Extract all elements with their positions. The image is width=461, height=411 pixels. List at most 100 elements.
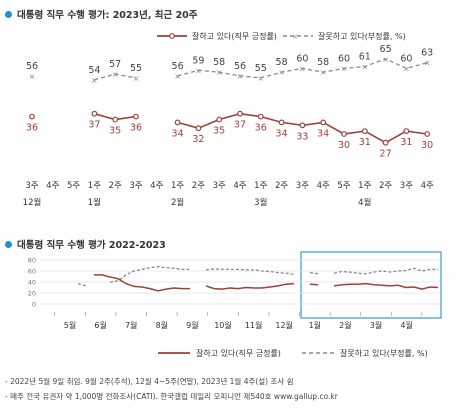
disapprove-point: × bbox=[257, 74, 264, 83]
disapprove-data-label: 56 bbox=[234, 61, 246, 72]
month-label: 4월 bbox=[400, 320, 412, 330]
disapprove-series-line bbox=[94, 58, 428, 81]
x-tick-label: 3주 bbox=[213, 181, 226, 191]
bullet-icon bbox=[5, 10, 12, 18]
disapprove-point: × bbox=[403, 64, 410, 73]
disapprove-point: × bbox=[341, 64, 348, 73]
y-tick-label: 80 bbox=[28, 257, 36, 265]
disapprove-series-line bbox=[77, 265, 438, 287]
disapprove-data-label: 55 bbox=[255, 63, 267, 74]
approve-data-label: 35 bbox=[109, 126, 121, 137]
x-tick-label: 4주 bbox=[317, 181, 330, 191]
approve-data-label: 37 bbox=[234, 120, 246, 131]
approve-data-label: 31 bbox=[400, 137, 412, 148]
disapprove-data-label: 57 bbox=[109, 59, 121, 70]
chart1-svg: 잘하고 있다(직무 긍정률) × 잘못하고 있다(부정률, %) 36 37 35 36 34… bbox=[23, 31, 434, 208]
month-label: 11월 bbox=[245, 320, 263, 330]
disapprove-point: × bbox=[216, 68, 223, 77]
disapprove-point: × bbox=[237, 72, 244, 81]
approve-data-label: 36 bbox=[26, 123, 38, 134]
approve-point bbox=[29, 113, 35, 120]
x-tick-label: 4주 bbox=[421, 181, 434, 191]
x-tick-label: 3주 bbox=[296, 181, 309, 191]
legend-approve-label: 잘하고 있다(직무 긍정률) bbox=[196, 348, 281, 358]
approve-data-label: 31 bbox=[359, 137, 371, 148]
approve-point bbox=[320, 119, 327, 126]
disapprove-data-label: 59 bbox=[192, 55, 204, 66]
disapprove-data-label: 58 bbox=[276, 57, 288, 68]
approve-data-label: 36 bbox=[130, 123, 142, 134]
disapprove-point: × bbox=[424, 59, 431, 68]
disapprove-data-label: 60 bbox=[400, 53, 412, 64]
x-tick-label: 2주 bbox=[379, 181, 392, 191]
approve-data-label: 34 bbox=[276, 128, 288, 139]
disapprove-data-label: 56 bbox=[172, 61, 184, 72]
legend-disapprove-label: 잘못하고 있다(부정률, %) bbox=[318, 31, 406, 41]
disapprove-data-label: 60 bbox=[296, 53, 308, 64]
disapprove-point: × bbox=[382, 55, 389, 64]
approve-point bbox=[299, 122, 306, 129]
approve-point bbox=[174, 119, 181, 126]
disapprove-point: × bbox=[278, 68, 285, 77]
disapprove-point: × bbox=[195, 66, 202, 75]
month-label: 10월 bbox=[214, 320, 232, 330]
x-tick-label: 1주 bbox=[254, 181, 267, 191]
chart1-title: 대통령 직무 수행 평가: 2023년, 최근 20주 bbox=[17, 10, 198, 21]
approve-point bbox=[382, 139, 389, 146]
x-tick-label: 2주 bbox=[275, 181, 288, 191]
legend-disapprove-marker: × bbox=[292, 33, 298, 41]
approve-point bbox=[424, 131, 431, 137]
approve-data-label: 32 bbox=[192, 134, 204, 145]
disapprove-data-label: 58 bbox=[317, 57, 329, 68]
x-tick-label: 4주 bbox=[46, 181, 59, 191]
footer-note-1: - 2022년 5월 9일 취임. 9월 2주(추석), 12월 4~5주(연말… bbox=[5, 377, 294, 386]
approve-data-label: 30 bbox=[421, 140, 433, 151]
month-label: 9월 bbox=[186, 320, 198, 330]
month-label: 1월 bbox=[309, 320, 321, 330]
month-label: 2월 bbox=[171, 197, 184, 208]
y-tick-label: 0 bbox=[32, 301, 36, 309]
month-label: 6월 bbox=[94, 320, 106, 330]
chart2-svg: 0 20 40 60 80 5월 6월 7월 8월 9월 10월 11월 12월 1월 2월 3월 4월잘하고 … bbox=[28, 251, 442, 358]
approve-point bbox=[91, 110, 98, 117]
month-label: 12월 bbox=[275, 320, 293, 330]
chart2-title-row: 대통령 직무 수행 평가 2022-2023 bbox=[5, 237, 166, 251]
x-tick-label: 5주 bbox=[67, 181, 80, 191]
approve-point bbox=[237, 110, 243, 117]
disapprove-point: × bbox=[91, 76, 98, 85]
disapprove-data-label: 56 bbox=[26, 61, 38, 72]
disapprove-data-label: 54 bbox=[88, 65, 100, 76]
month-label: 7월 bbox=[125, 320, 137, 330]
approve-data-label: 35 bbox=[213, 126, 225, 137]
disapprove-point: × bbox=[29, 72, 36, 81]
legend-disapprove-label: 잘못하고 있다(부정률, %) bbox=[340, 348, 428, 358]
disapprove-point: × bbox=[320, 68, 327, 77]
x-tick-label: 4주 bbox=[233, 181, 246, 191]
disapprove-point: × bbox=[133, 74, 140, 83]
month-label: 4월 bbox=[358, 197, 371, 208]
chart2-title: 대통령 직무 수행 평가 2022-2023 bbox=[17, 240, 166, 251]
approve-data-label: 36 bbox=[255, 123, 267, 134]
approve-point bbox=[278, 119, 285, 126]
approve-point bbox=[195, 125, 202, 132]
x-tick-label: 2주 bbox=[109, 181, 122, 191]
disapprove-point: × bbox=[299, 64, 306, 73]
month-label: 8월 bbox=[156, 320, 168, 330]
approve-data-label: 30 bbox=[338, 140, 350, 151]
x-tick-label: 1주 bbox=[171, 181, 184, 191]
disapprove-data-label: 61 bbox=[359, 52, 371, 63]
x-tick-label: 1주 bbox=[358, 181, 371, 191]
approve-data-label: 34 bbox=[317, 128, 329, 139]
approve-data-label: 27 bbox=[380, 149, 392, 160]
x-tick-label: 3주 bbox=[129, 181, 142, 191]
disapprove-point: × bbox=[361, 63, 368, 72]
approve-point bbox=[341, 131, 347, 137]
disapprove-point: × bbox=[112, 70, 119, 79]
month-label: 1월 bbox=[88, 197, 101, 208]
month-label: 3월 bbox=[254, 197, 267, 208]
month-label: 3월 bbox=[370, 320, 382, 330]
disapprove-data-label: 65 bbox=[380, 44, 392, 55]
month-label: 12월 bbox=[23, 197, 42, 208]
approve-data-label: 37 bbox=[88, 120, 100, 131]
approve-point bbox=[257, 113, 264, 120]
